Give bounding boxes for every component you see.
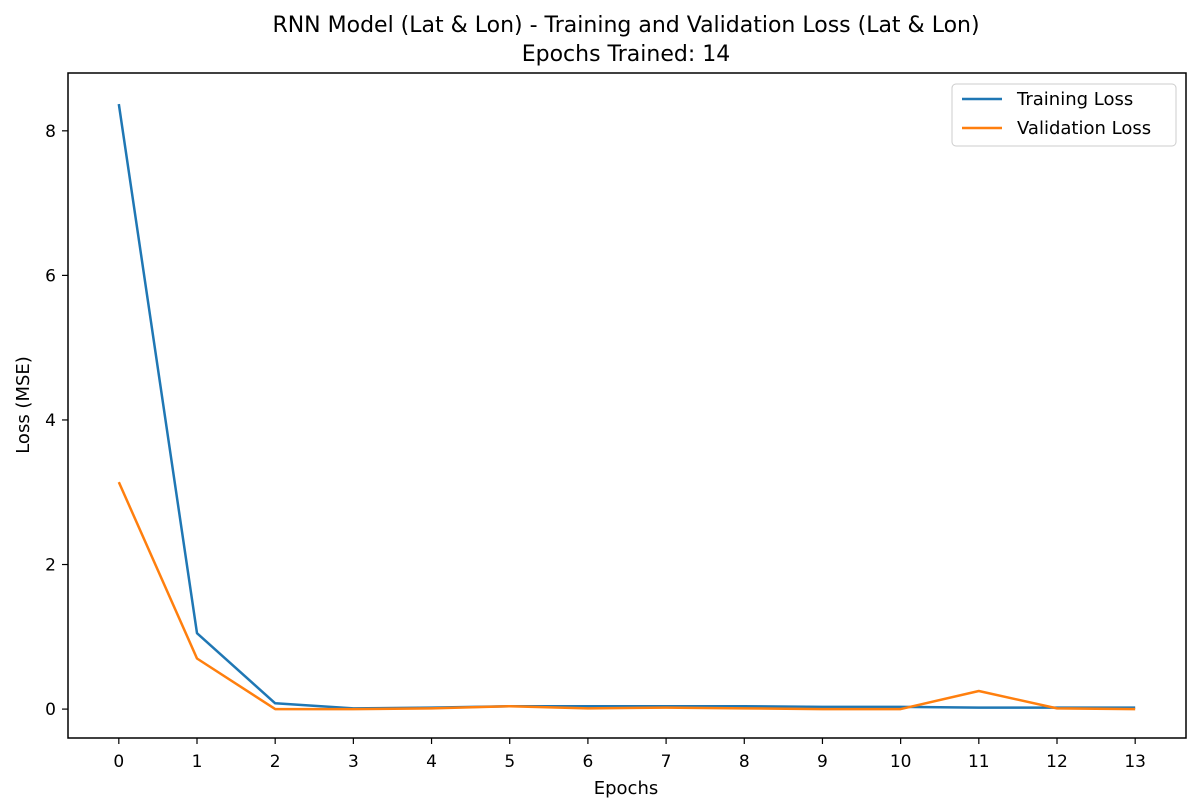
y-axis-label: Loss (MSE) bbox=[13, 356, 34, 454]
x-tick-label: 10 bbox=[890, 752, 912, 772]
x-axis: 0 1 2 3 4 5 6 7 8 9 10 11 12 13 bbox=[113, 738, 1146, 772]
x-tick-label: 11 bbox=[968, 752, 990, 772]
x-tick-label: 8 bbox=[739, 752, 750, 772]
x-tick-label: 13 bbox=[1124, 752, 1146, 772]
legend-label-validation: Validation Loss bbox=[1017, 118, 1151, 139]
x-axis-label: Epochs bbox=[594, 778, 659, 799]
chart-title: RNN Model (Lat & Lon) - Training and Val… bbox=[272, 13, 979, 38]
x-tick-label: 2 bbox=[270, 752, 281, 772]
legend: Training Loss Validation Loss bbox=[951, 83, 1177, 147]
series-line-validation-loss bbox=[117, 481, 1136, 711]
legend-box bbox=[951, 83, 1177, 147]
x-tick-label: 5 bbox=[504, 752, 515, 772]
x-tick-label: 1 bbox=[192, 752, 203, 772]
x-tick-label: 0 bbox=[113, 752, 124, 772]
y-tick-label: 0 bbox=[45, 700, 56, 720]
legend-label-training: Training Loss bbox=[1016, 89, 1133, 110]
y-tick-label: 8 bbox=[45, 122, 56, 142]
plot-frame bbox=[67, 72, 1187, 739]
series-line-training-loss bbox=[117, 103, 1136, 710]
x-tick-label: 9 bbox=[817, 752, 828, 772]
x-tick-label: 6 bbox=[582, 752, 593, 772]
series-lines bbox=[117, 103, 1136, 711]
y-tick-label: 2 bbox=[45, 556, 56, 576]
y-tick-label: 4 bbox=[45, 411, 56, 431]
chart-subtitle: Epochs Trained: 14 bbox=[522, 42, 731, 67]
x-tick-label: 3 bbox=[348, 752, 359, 772]
y-tick-label: 6 bbox=[45, 266, 56, 286]
x-tick-label: 4 bbox=[426, 752, 437, 772]
y-axis: 0 2 4 6 8 bbox=[45, 122, 68, 720]
x-tick-label: 7 bbox=[661, 752, 672, 772]
x-tick-label: 12 bbox=[1046, 752, 1068, 772]
